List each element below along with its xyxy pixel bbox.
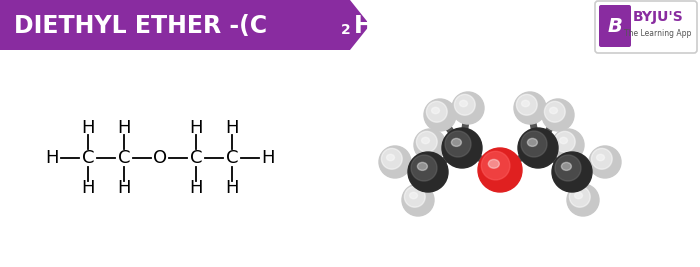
Circle shape: [552, 152, 592, 192]
Circle shape: [402, 184, 434, 216]
Circle shape: [411, 155, 437, 181]
Text: H: H: [354, 14, 374, 38]
Circle shape: [514, 92, 546, 124]
Text: 2: 2: [341, 23, 351, 37]
Circle shape: [542, 99, 574, 131]
Circle shape: [552, 129, 584, 161]
Text: BYJU'S: BYJU'S: [633, 10, 683, 24]
Circle shape: [408, 152, 448, 192]
Text: H: H: [81, 179, 94, 197]
Circle shape: [555, 155, 581, 181]
Text: H: H: [46, 149, 59, 167]
FancyBboxPatch shape: [599, 5, 631, 47]
Text: B: B: [608, 17, 622, 36]
Ellipse shape: [417, 162, 428, 170]
Circle shape: [452, 92, 484, 124]
Text: C: C: [190, 149, 202, 167]
Ellipse shape: [559, 137, 568, 144]
Circle shape: [569, 186, 590, 207]
Text: O: O: [421, 14, 441, 38]
Ellipse shape: [421, 137, 430, 144]
Text: The Learning App: The Learning App: [624, 29, 692, 37]
Text: H: H: [189, 179, 203, 197]
Circle shape: [454, 95, 475, 115]
Text: ): ): [393, 14, 404, 38]
Ellipse shape: [527, 138, 538, 146]
Circle shape: [478, 148, 522, 192]
Circle shape: [416, 131, 438, 152]
Ellipse shape: [410, 192, 417, 199]
Text: DIETHYL ETHER -(C: DIETHYL ETHER -(C: [14, 14, 267, 38]
Text: C: C: [82, 149, 94, 167]
Circle shape: [592, 148, 612, 169]
Ellipse shape: [596, 154, 605, 161]
Polygon shape: [0, 0, 370, 50]
Circle shape: [554, 131, 575, 152]
Ellipse shape: [452, 138, 461, 146]
Circle shape: [482, 151, 510, 180]
Ellipse shape: [386, 154, 395, 161]
Text: O: O: [153, 149, 167, 167]
Circle shape: [426, 101, 447, 122]
Text: H: H: [81, 119, 94, 137]
Circle shape: [518, 128, 558, 168]
Text: H: H: [261, 149, 274, 167]
Text: H: H: [225, 119, 239, 137]
Circle shape: [414, 129, 446, 161]
Ellipse shape: [575, 192, 582, 199]
Circle shape: [379, 146, 411, 178]
Circle shape: [405, 186, 425, 207]
Ellipse shape: [459, 100, 468, 107]
Circle shape: [545, 101, 565, 122]
Circle shape: [517, 95, 537, 115]
Text: 5: 5: [380, 23, 390, 37]
Circle shape: [442, 128, 482, 168]
Ellipse shape: [561, 162, 571, 170]
FancyBboxPatch shape: [595, 1, 697, 53]
Ellipse shape: [522, 100, 529, 107]
Ellipse shape: [489, 159, 499, 168]
Text: H: H: [189, 119, 203, 137]
Ellipse shape: [550, 107, 557, 114]
Circle shape: [521, 131, 547, 157]
Text: 2: 2: [407, 23, 417, 37]
Text: H: H: [118, 119, 131, 137]
Circle shape: [424, 99, 456, 131]
Circle shape: [445, 131, 471, 157]
Text: C: C: [225, 149, 238, 167]
Circle shape: [382, 148, 402, 169]
Text: C: C: [118, 149, 130, 167]
Text: H: H: [118, 179, 131, 197]
Ellipse shape: [431, 107, 440, 114]
Circle shape: [589, 146, 621, 178]
Circle shape: [567, 184, 599, 216]
Text: H: H: [225, 179, 239, 197]
